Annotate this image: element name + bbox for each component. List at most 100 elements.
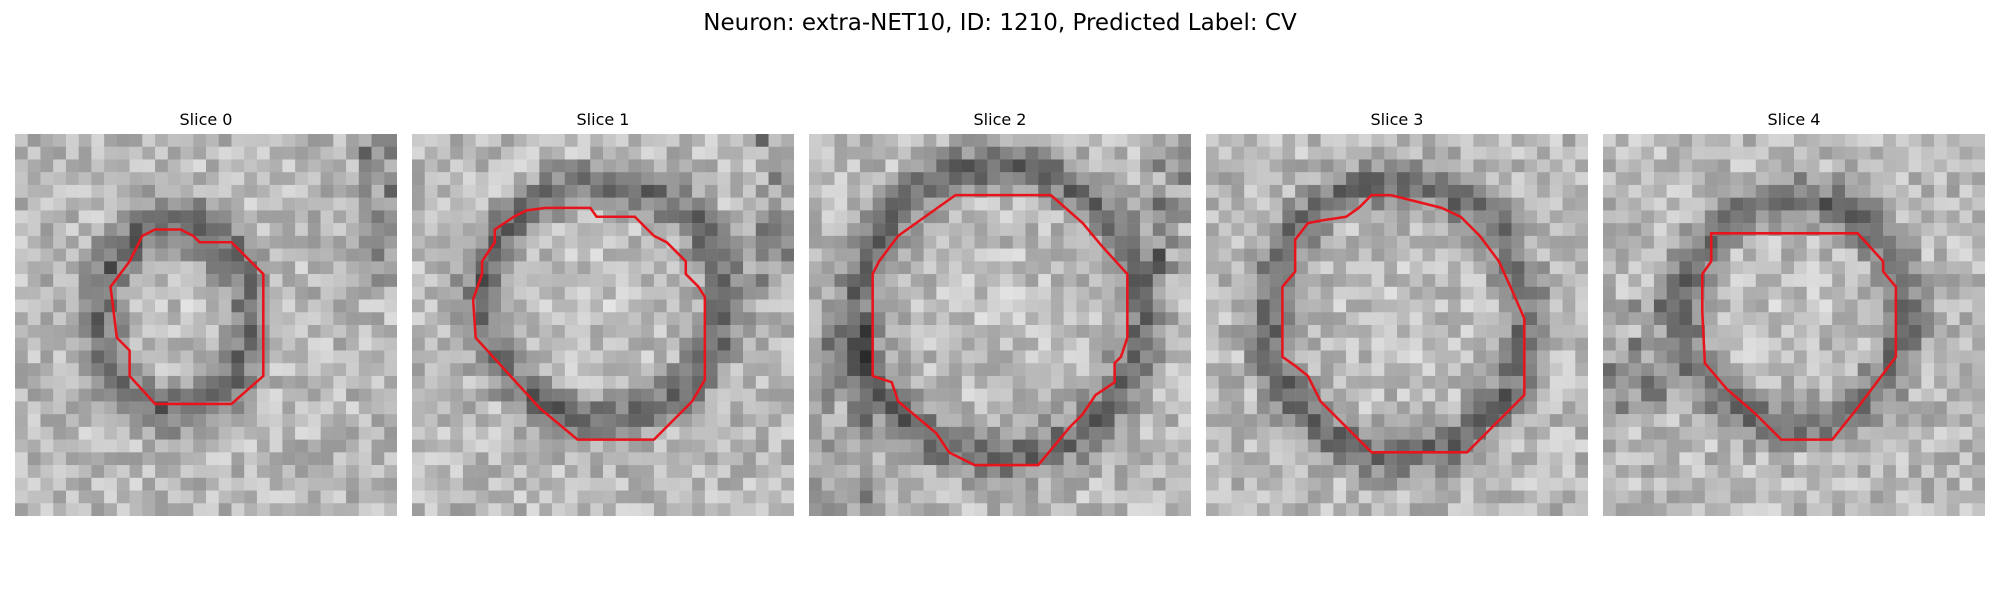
image-pixel (1371, 477, 1385, 491)
image-pixel (1435, 363, 1449, 377)
image-pixel (1025, 312, 1039, 326)
image-pixel (1384, 503, 1398, 516)
image-pixel (1038, 210, 1052, 224)
image-pixel (1244, 299, 1258, 313)
image-pixel (704, 159, 718, 173)
image-pixel (1895, 426, 1909, 440)
image-pixel (1307, 350, 1321, 364)
image-pixel (872, 452, 886, 466)
image-pixel (1282, 363, 1296, 377)
image-pixel (1562, 235, 1576, 249)
image-pixel (1549, 197, 1563, 211)
image-pixel (821, 401, 835, 415)
image-pixel (949, 388, 963, 402)
image-pixel (1114, 223, 1128, 237)
image-pixel (1269, 286, 1283, 300)
image-pixel (1076, 465, 1090, 479)
image-pixel (27, 248, 41, 262)
image-pixel (269, 235, 283, 249)
image-pixel (116, 210, 130, 224)
image-pixel (462, 286, 476, 300)
image-pixel (1206, 248, 1219, 262)
image-pixel (218, 363, 232, 377)
image-pixel (513, 426, 527, 440)
image-pixel (412, 223, 425, 237)
image-pixel (1524, 146, 1538, 160)
image-pixel (590, 325, 604, 338)
image-pixel (1498, 223, 1512, 237)
image-pixel (564, 350, 578, 364)
image-pixel (539, 490, 553, 504)
image-pixel (1206, 325, 1219, 338)
image-pixel (1282, 223, 1296, 237)
image-pixel (1692, 248, 1706, 262)
image-pixel (1089, 414, 1103, 428)
image-pixel (653, 235, 667, 249)
image-pixel (936, 210, 950, 224)
image-pixel (1717, 134, 1731, 147)
image-pixel (231, 184, 245, 198)
image-pixel (552, 325, 566, 338)
image-pixel (1435, 274, 1449, 288)
image-pixel (603, 414, 616, 428)
image-pixel (1140, 439, 1154, 453)
image-pixel (1000, 235, 1013, 249)
image-pixel (1333, 503, 1347, 516)
image-pixel (872, 146, 886, 160)
image-pixel (1422, 477, 1436, 491)
image-pixel (1653, 134, 1667, 147)
image-pixel (1333, 426, 1347, 440)
image-pixel (1781, 325, 1795, 338)
image-pixel (1218, 477, 1232, 491)
image-pixel (1895, 312, 1909, 326)
image-pixel (167, 414, 181, 428)
image-pixel (704, 248, 718, 262)
image-pixel (1857, 465, 1871, 479)
image-pixel (615, 325, 629, 338)
image-pixel (577, 223, 591, 237)
image-pixel (1409, 465, 1423, 479)
image-pixel (1307, 299, 1321, 313)
image-pixel (653, 146, 667, 160)
image-pixel (1832, 350, 1846, 364)
image-pixel (142, 261, 156, 275)
image-pixel (1832, 363, 1846, 377)
image-pixel (653, 477, 667, 491)
image-pixel (462, 439, 476, 453)
image-pixel (1295, 299, 1309, 313)
image-pixel (1641, 235, 1655, 249)
image-pixel (412, 426, 425, 440)
image-pixel (1641, 172, 1655, 186)
image-pixel (615, 401, 629, 415)
image-pixel (1934, 286, 1948, 300)
image-pixel (1908, 172, 1922, 186)
image-pixel (717, 414, 731, 428)
image-pixel (603, 465, 616, 479)
image-pixel (424, 184, 438, 198)
image-pixel (949, 286, 963, 300)
image-pixel (615, 197, 629, 211)
image-pixel (155, 465, 169, 479)
image-pixel (526, 235, 540, 249)
image-pixel (1244, 337, 1258, 351)
image-pixel (180, 337, 194, 351)
image-pixel (513, 172, 527, 186)
image-pixel (1972, 350, 1985, 364)
image-pixel (1460, 210, 1474, 224)
image-pixel (488, 274, 502, 288)
image-pixel (1653, 477, 1667, 491)
image-pixel (1000, 477, 1013, 491)
image-pixel (539, 477, 553, 491)
image-pixel (307, 286, 321, 300)
image-pixel (1959, 452, 1973, 466)
image-pixel (577, 325, 591, 338)
image-pixel (1244, 414, 1258, 428)
image-pixel (1934, 337, 1948, 351)
image-pixel (1857, 452, 1871, 466)
image-pixel (781, 503, 794, 516)
image-pixel (256, 248, 270, 262)
image-pixel (450, 146, 464, 160)
image-pixel (1562, 465, 1576, 479)
image-pixel (1870, 184, 1884, 198)
image-pixel (1256, 312, 1270, 326)
